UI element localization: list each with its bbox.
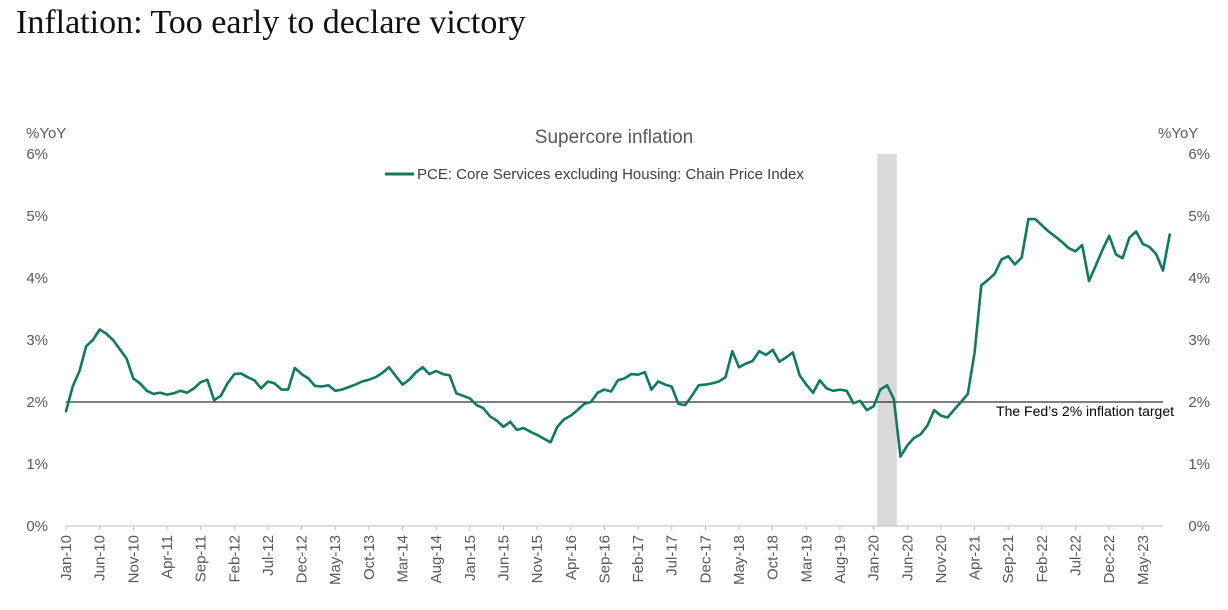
x-tick-label: Apr-11 — [159, 535, 176, 579]
y-tick-label-left: 1% — [26, 456, 48, 473]
x-tick-label: Aug-19 — [832, 535, 849, 583]
x-tick-label: Nov-15 — [529, 535, 546, 583]
x-tick-label: Sep-11 — [193, 535, 210, 582]
x-tick-label: Feb-12 — [226, 535, 243, 583]
right-axis-unit: %YoY — [1158, 125, 1198, 142]
page-headline: Inflation: Too early to declare victory — [16, 4, 526, 41]
x-tick-label: Nov-10 — [125, 535, 142, 583]
x-tick-label: Mar-14 — [395, 535, 412, 583]
x-tick-label: Feb-17 — [630, 535, 647, 583]
y-tick-label-left: 5% — [26, 208, 48, 225]
x-tick-label: Nov-20 — [933, 535, 950, 583]
x-tick-label: Jul-17 — [664, 535, 681, 576]
x-tick-label: Jun-15 — [495, 535, 512, 581]
x-tick-label: Jun-20 — [899, 535, 916, 581]
x-tick-label: Jul-22 — [1068, 535, 1085, 576]
y-tick-label-right: 2% — [1188, 394, 1210, 411]
x-tick-label: Jun-10 — [92, 535, 109, 581]
x-tick-label: Mar-19 — [798, 535, 815, 583]
x-tick-label: Sep-21 — [1000, 535, 1017, 583]
x-tick-label: Feb-22 — [1034, 535, 1051, 583]
x-tick-label: Jan-10 — [58, 535, 75, 581]
x-tick-label: Dec-17 — [697, 535, 714, 583]
x-tick-label: Apr-21 — [967, 535, 984, 580]
x-tick-label: Jul-12 — [260, 535, 277, 576]
y-tick-label-left: 0% — [26, 518, 48, 535]
chart-title: Supercore inflation — [535, 127, 693, 148]
recession-band — [877, 154, 897, 526]
y-tick-label-right: 5% — [1188, 208, 1210, 225]
x-tick-label: Jan-15 — [462, 535, 479, 581]
x-tick-label: Dec-12 — [294, 535, 311, 583]
x-tick-label: Sep-16 — [596, 535, 613, 583]
left-axis-unit: %YoY — [26, 125, 66, 142]
y-tick-label-left: 4% — [26, 270, 48, 287]
y-tick-label-right: 3% — [1188, 332, 1210, 349]
target-annotation: The Fed’s 2% inflation target — [996, 403, 1174, 419]
x-tick-label: May-23 — [1135, 535, 1152, 585]
y-tick-label-right: 0% — [1188, 518, 1210, 535]
legend-label: PCE: Core Services excluding Housing: Ch… — [417, 166, 804, 183]
x-tick-label: May-18 — [731, 535, 748, 585]
x-tick-label: May-13 — [327, 535, 344, 585]
chart-legend: PCE: Core Services excluding Housing: Ch… — [385, 166, 804, 183]
x-tick-label: Aug-14 — [428, 535, 445, 583]
x-tick-label: Oct-13 — [361, 535, 378, 580]
x-tick-label: Apr-16 — [563, 535, 580, 580]
y-tick-label-right: 4% — [1188, 270, 1210, 287]
series-line-supercore-pce — [64, 217, 1171, 458]
y-tick-label-left: 3% — [26, 332, 48, 349]
x-tick-label: Jan-20 — [866, 535, 883, 581]
x-tick-label: Dec-22 — [1101, 535, 1118, 583]
y-tick-label-left: 2% — [26, 394, 48, 411]
y-tick-label-right: 1% — [1188, 456, 1210, 473]
y-tick-label-right: 6% — [1188, 146, 1210, 163]
x-tick-label: Oct-18 — [765, 535, 782, 580]
y-tick-label-left: 6% — [26, 146, 48, 163]
